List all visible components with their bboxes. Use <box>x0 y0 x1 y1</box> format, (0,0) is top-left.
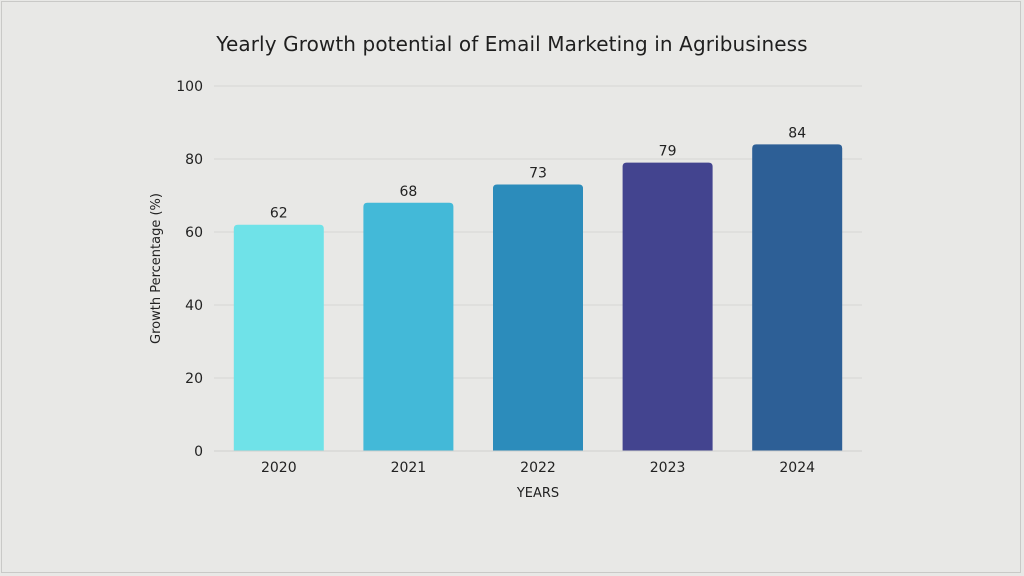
y-tick-label: 80 <box>185 152 203 168</box>
x-tick-label-2022: 2022 <box>520 460 556 476</box>
bar-2023 <box>622 162 713 451</box>
data-label-2021: 68 <box>399 184 417 200</box>
data-label-2022: 73 <box>529 166 547 182</box>
y-tick-label: 0 <box>194 444 203 460</box>
data-label-2024: 84 <box>788 125 806 141</box>
data-label-2023: 79 <box>659 144 677 160</box>
x-axis-label: YEARS <box>516 486 559 501</box>
bar-2022 <box>493 184 583 452</box>
x-tick-label-2023: 2023 <box>650 460 686 476</box>
data-label-2020: 62 <box>270 206 288 222</box>
x-tick-label-2024: 2024 <box>779 460 815 476</box>
bar-2020 <box>233 224 324 451</box>
x-tick-label-2021: 2021 <box>391 460 427 476</box>
bar-2024 <box>752 144 843 451</box>
x-tick-labels: 2020 2021 2022 2023 2024 <box>261 460 815 476</box>
data-labels: 62 68 73 79 84 <box>270 125 806 221</box>
bar-2021 <box>363 202 454 451</box>
chart-title: Yearly Growth potential of Email Marketi… <box>216 32 808 56</box>
y-tick-labels: 0 20 40 60 80 100 <box>176 79 203 460</box>
y-tick-label: 100 <box>176 79 203 95</box>
y-tick-label: 20 <box>185 371 203 387</box>
x-tick-label-2020: 2020 <box>261 460 297 476</box>
bars <box>233 144 843 452</box>
y-tick-label: 40 <box>185 298 203 314</box>
y-tick-label: 60 <box>185 225 203 241</box>
y-axis-label: Growth Percentage (%) <box>149 193 164 344</box>
